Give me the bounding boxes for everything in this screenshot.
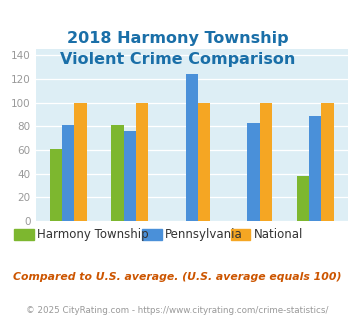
Text: © 2025 CityRating.com - https://www.cityrating.com/crime-statistics/: © 2025 CityRating.com - https://www.city… (26, 306, 329, 315)
Bar (247, 123, 260, 221)
Bar (111, 125, 124, 221)
Bar (321, 103, 334, 221)
Bar (297, 176, 309, 221)
Bar (186, 74, 198, 221)
Bar (260, 103, 272, 221)
Text: National: National (254, 228, 303, 242)
Bar (124, 131, 136, 221)
Text: 2018 Harmony Township
Violent Crime Comparison: 2018 Harmony Township Violent Crime Comp… (60, 31, 295, 67)
Bar (309, 116, 321, 221)
Text: Pennsylvania: Pennsylvania (165, 228, 243, 242)
Bar (75, 103, 87, 221)
Text: Harmony Township: Harmony Township (37, 228, 149, 242)
Bar (198, 103, 210, 221)
Bar (50, 149, 62, 221)
Text: Compared to U.S. average. (U.S. average equals 100): Compared to U.S. average. (U.S. average … (13, 272, 342, 282)
Bar (136, 103, 148, 221)
Bar (62, 125, 75, 221)
